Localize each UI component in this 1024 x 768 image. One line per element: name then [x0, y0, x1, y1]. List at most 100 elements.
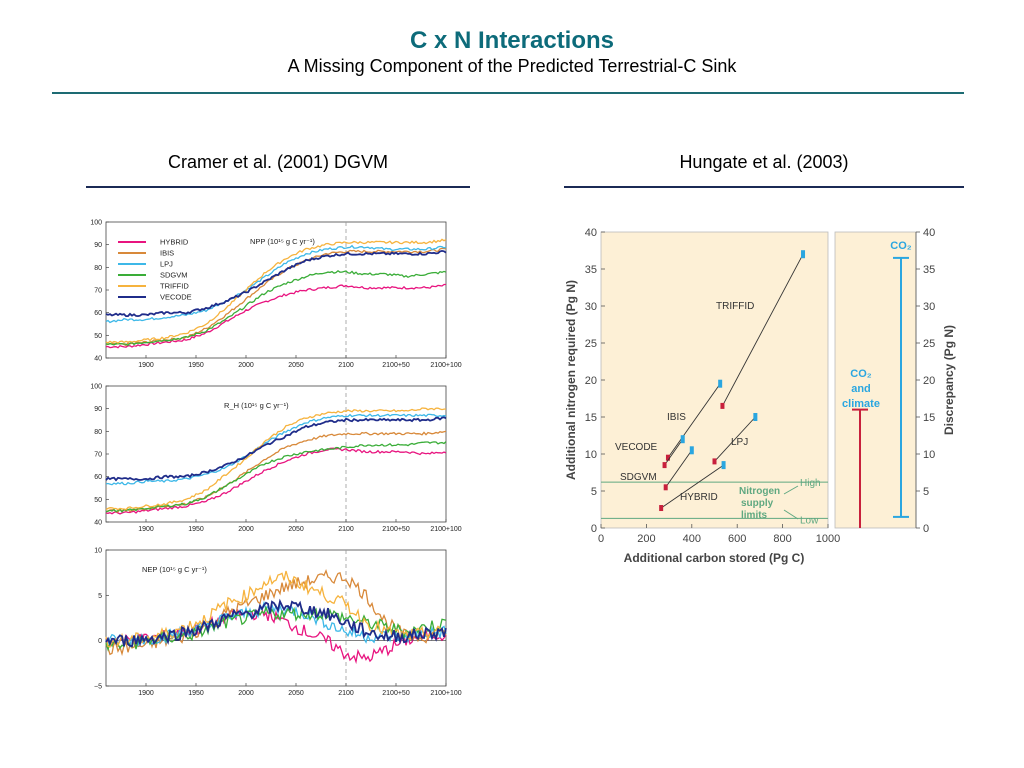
- timeseries-panel-2: 40 50 60 70 80 90 100 1900 1950 2000 2050 2100 2100+…: [90, 384, 461, 534]
- x-tick-label: 1900: [138, 690, 154, 697]
- point-low-lpj: [712, 458, 717, 465]
- left-column-heading: Cramer et al. (2001) DGVM: [167, 152, 389, 172]
- series-line-vecode: [105, 249, 447, 318]
- x-tick-label: 2100+50: [382, 362, 410, 369]
- co2-climate-label-3: climate: [842, 398, 880, 410]
- y-tick-label: 40: [585, 227, 597, 239]
- segment-triffid: [722, 253, 804, 407]
- y-tick-label: 40: [94, 356, 102, 363]
- legend-label-vecode: VECODE: [160, 293, 192, 302]
- x-tick-label: 1900: [138, 526, 154, 533]
- segment-sdgvm: [665, 450, 693, 488]
- x-tick-label: 1000: [816, 533, 840, 545]
- x-tick-label: 2050: [288, 526, 304, 533]
- supply-low-label: Low: [800, 515, 819, 526]
- x-tick-label: 400: [683, 533, 701, 545]
- series-line-sdgvm: [105, 441, 447, 513]
- x-tick-label: 600: [728, 533, 746, 545]
- y-tick-label: 70: [94, 288, 102, 295]
- x-tick-label: 2000: [238, 362, 254, 369]
- left-column-rule: [86, 186, 470, 188]
- x-tick-label: 2100+50: [382, 526, 410, 533]
- legend-label-ibis: IBIS: [160, 249, 174, 258]
- segment-lpj: [714, 416, 756, 462]
- x-tick-label: 2100: [338, 690, 354, 697]
- point-low-hybrid: [659, 505, 664, 512]
- series-line-lpj: [105, 413, 447, 486]
- timeseries-panel-3: −5 0 5 10 1900 1950 2000 2050 2100 2100+50 2100+10…: [94, 548, 462, 698]
- series-line-triffid: [105, 570, 447, 648]
- y-tick-label: 15: [585, 412, 597, 424]
- panel-title: R_H (10¹⁵ g C yr⁻¹): [224, 401, 289, 410]
- panel-title: NEP (10¹⁵ g C yr⁻¹): [142, 565, 207, 574]
- title-divider: [52, 92, 964, 94]
- supply-high-label: High: [800, 478, 821, 489]
- co2-climate-label-1: CO₂: [850, 368, 872, 380]
- series-line-vecode: [105, 416, 447, 482]
- x-tick-label: 1950: [188, 526, 204, 533]
- y-tick-label: 60: [94, 310, 102, 317]
- slide-subtitle: A Missing Component of the Predicted Ter…: [287, 56, 737, 76]
- x-tick-label: 2100+100: [430, 526, 461, 533]
- y-tick-label: 90: [94, 406, 102, 413]
- y-tick-label: 80: [94, 265, 102, 272]
- segment-hybrid: [660, 464, 724, 509]
- y-tick-label: 5: [591, 486, 597, 498]
- x-tick-label: 1950: [188, 690, 204, 697]
- y-tick-label: 30: [585, 301, 597, 313]
- y-tick-label: 20: [585, 375, 597, 387]
- y-tick-label: 50: [94, 497, 102, 504]
- scatter-plot-area: [600, 231, 829, 529]
- y-tick-label: 100: [90, 384, 102, 391]
- right-column-rule: [564, 186, 964, 188]
- discrepancy-panel: 0 5 10 15 20 25 30 35 40 Discrepancy (Pg N) CO₂ CO₂…: [834, 227, 956, 535]
- x-tick-label: 2100+100: [430, 690, 461, 697]
- y-tick-label: 35: [923, 264, 935, 276]
- x-tick-label: 2000: [238, 690, 254, 697]
- legend-label-lpj: LPJ: [160, 260, 173, 269]
- point-high-ibis: [718, 379, 723, 388]
- x-tick-label: 200: [637, 533, 655, 545]
- legend: HYBRID IBIS LPJ SDGVM TRIFFID VECODE: [118, 238, 192, 302]
- legend-label-hybrid: HYBRID: [160, 238, 189, 247]
- x-tick-label: 2100+50: [382, 690, 410, 697]
- y-tick-label: 20: [923, 375, 935, 387]
- model-label-ibis: IBIS: [667, 412, 686, 423]
- point-high-hybrid: [721, 461, 726, 470]
- point-low-triffid: [720, 402, 725, 409]
- x-tick-label: 1950: [188, 362, 204, 369]
- supply-arrows: [783, 485, 799, 520]
- y-tick-label: 90: [94, 242, 102, 249]
- y-tick-label: 80: [94, 429, 102, 436]
- point-low-vecode: [662, 462, 667, 469]
- x-tick-label: 2050: [288, 690, 304, 697]
- slide-title: C x N Interactions: [409, 27, 615, 54]
- x-tick-label: 2100: [338, 362, 354, 369]
- legend-label-triffid: TRIFFID: [160, 282, 189, 291]
- x-tick-label: 2050: [288, 362, 304, 369]
- y-tick-label: 5: [98, 593, 102, 600]
- model-label-sdgvm: SDGVM: [620, 472, 657, 483]
- discrepancy-area: [834, 231, 917, 529]
- y-tick-label: 25: [585, 338, 597, 350]
- segment-ibis: [667, 383, 721, 458]
- segment-vecode: [664, 438, 684, 466]
- series-line-hybrid: [105, 283, 446, 349]
- discrepancy-axis-label: Discrepancy (Pg N): [942, 325, 956, 435]
- y-tick-label: 0: [98, 638, 102, 645]
- series-line-hybrid: [105, 447, 447, 515]
- series-line-sdgvm: [105, 269, 447, 347]
- y-tick-label: 0: [923, 523, 929, 535]
- y-tick-label: 10: [923, 449, 935, 461]
- y-axis-label: Additional nitrogen required (Pg N): [564, 280, 578, 480]
- supply-label-line-1: Nitrogen: [739, 486, 780, 497]
- y-tick-label: 70: [94, 452, 102, 459]
- y-tick-label: 25: [923, 338, 935, 350]
- timeseries-panel-1: 40 50 60 70 80 90 100 1900 1950 2000 2050 2100 2100+…: [90, 220, 461, 370]
- series-line-triffid: [105, 407, 447, 511]
- x-tick-label: 800: [773, 533, 791, 545]
- series-line-triffid: [105, 238, 447, 344]
- model-label-lpj: LPJ: [731, 437, 748, 448]
- point-low-sdgvm: [663, 484, 668, 491]
